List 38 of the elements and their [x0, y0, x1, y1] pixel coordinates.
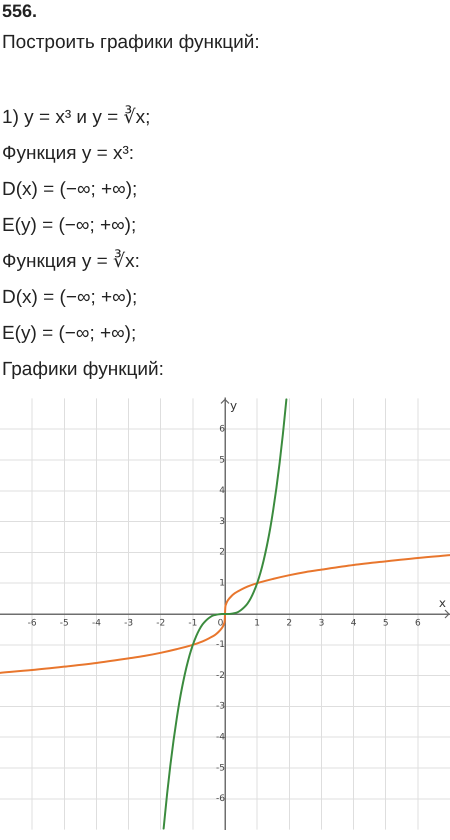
text: Функция y = x³: [2, 142, 136, 166]
text: Функция y = ∛x: [2, 248, 141, 274]
y-tick-label: -1 [216, 640, 225, 650]
y-tick-label: -2 [216, 670, 225, 681]
text: E(y) = (−∞; +∞); [2, 214, 138, 238]
y-tick-label: -6 [216, 794, 226, 804]
x-tick-label: 5 [382, 618, 389, 629]
text: E(y) = (−∞; +∞); [2, 322, 138, 346]
text: 1) y = x³ и y = ∛x; [2, 104, 152, 130]
x-tick-label: -6 [28, 618, 37, 629]
y-tick-label: 6 [219, 424, 226, 435]
x-tick-label: -1 [188, 618, 198, 629]
x-tick-label: 3 [318, 618, 324, 629]
x-tick-label: -2 [156, 618, 166, 629]
y-axis-title: y [230, 398, 238, 413]
chart-subtitle: Построить графики функций: [2, 31, 260, 55]
y-tick-label: 3 [219, 516, 225, 527]
y-tick-label: 4 [219, 486, 226, 496]
line-series [162, 398, 288, 830]
chart-title: 556. [2, 0, 38, 22]
text: D(x) = (−∞; +∞); [2, 286, 138, 310]
x-tick-label: 6 [414, 618, 421, 629]
y-tick-label: -5 [216, 763, 225, 774]
x-tick-label: 1 [254, 618, 260, 629]
text: Графики функций: [2, 358, 164, 382]
x-axis-title: x [438, 596, 446, 610]
y-tick-label: 1 [219, 578, 225, 589]
y-tick-label: -3 [216, 702, 225, 712]
x-tick-label: -5 [60, 618, 69, 629]
x-tick-label: 2 [286, 618, 292, 629]
x-tick-label: -3 [124, 618, 134, 629]
text: D(x) = (−∞; +∞); [2, 178, 138, 202]
x-tick-label: 0 [218, 618, 224, 629]
y-tick-label: 5 [219, 455, 225, 466]
x-tick-label: -4 [92, 618, 102, 629]
x-tick-label: 4 [350, 618, 357, 629]
y-tick-label: 2 [219, 548, 225, 558]
y-tick-label: -4 [216, 732, 226, 743]
